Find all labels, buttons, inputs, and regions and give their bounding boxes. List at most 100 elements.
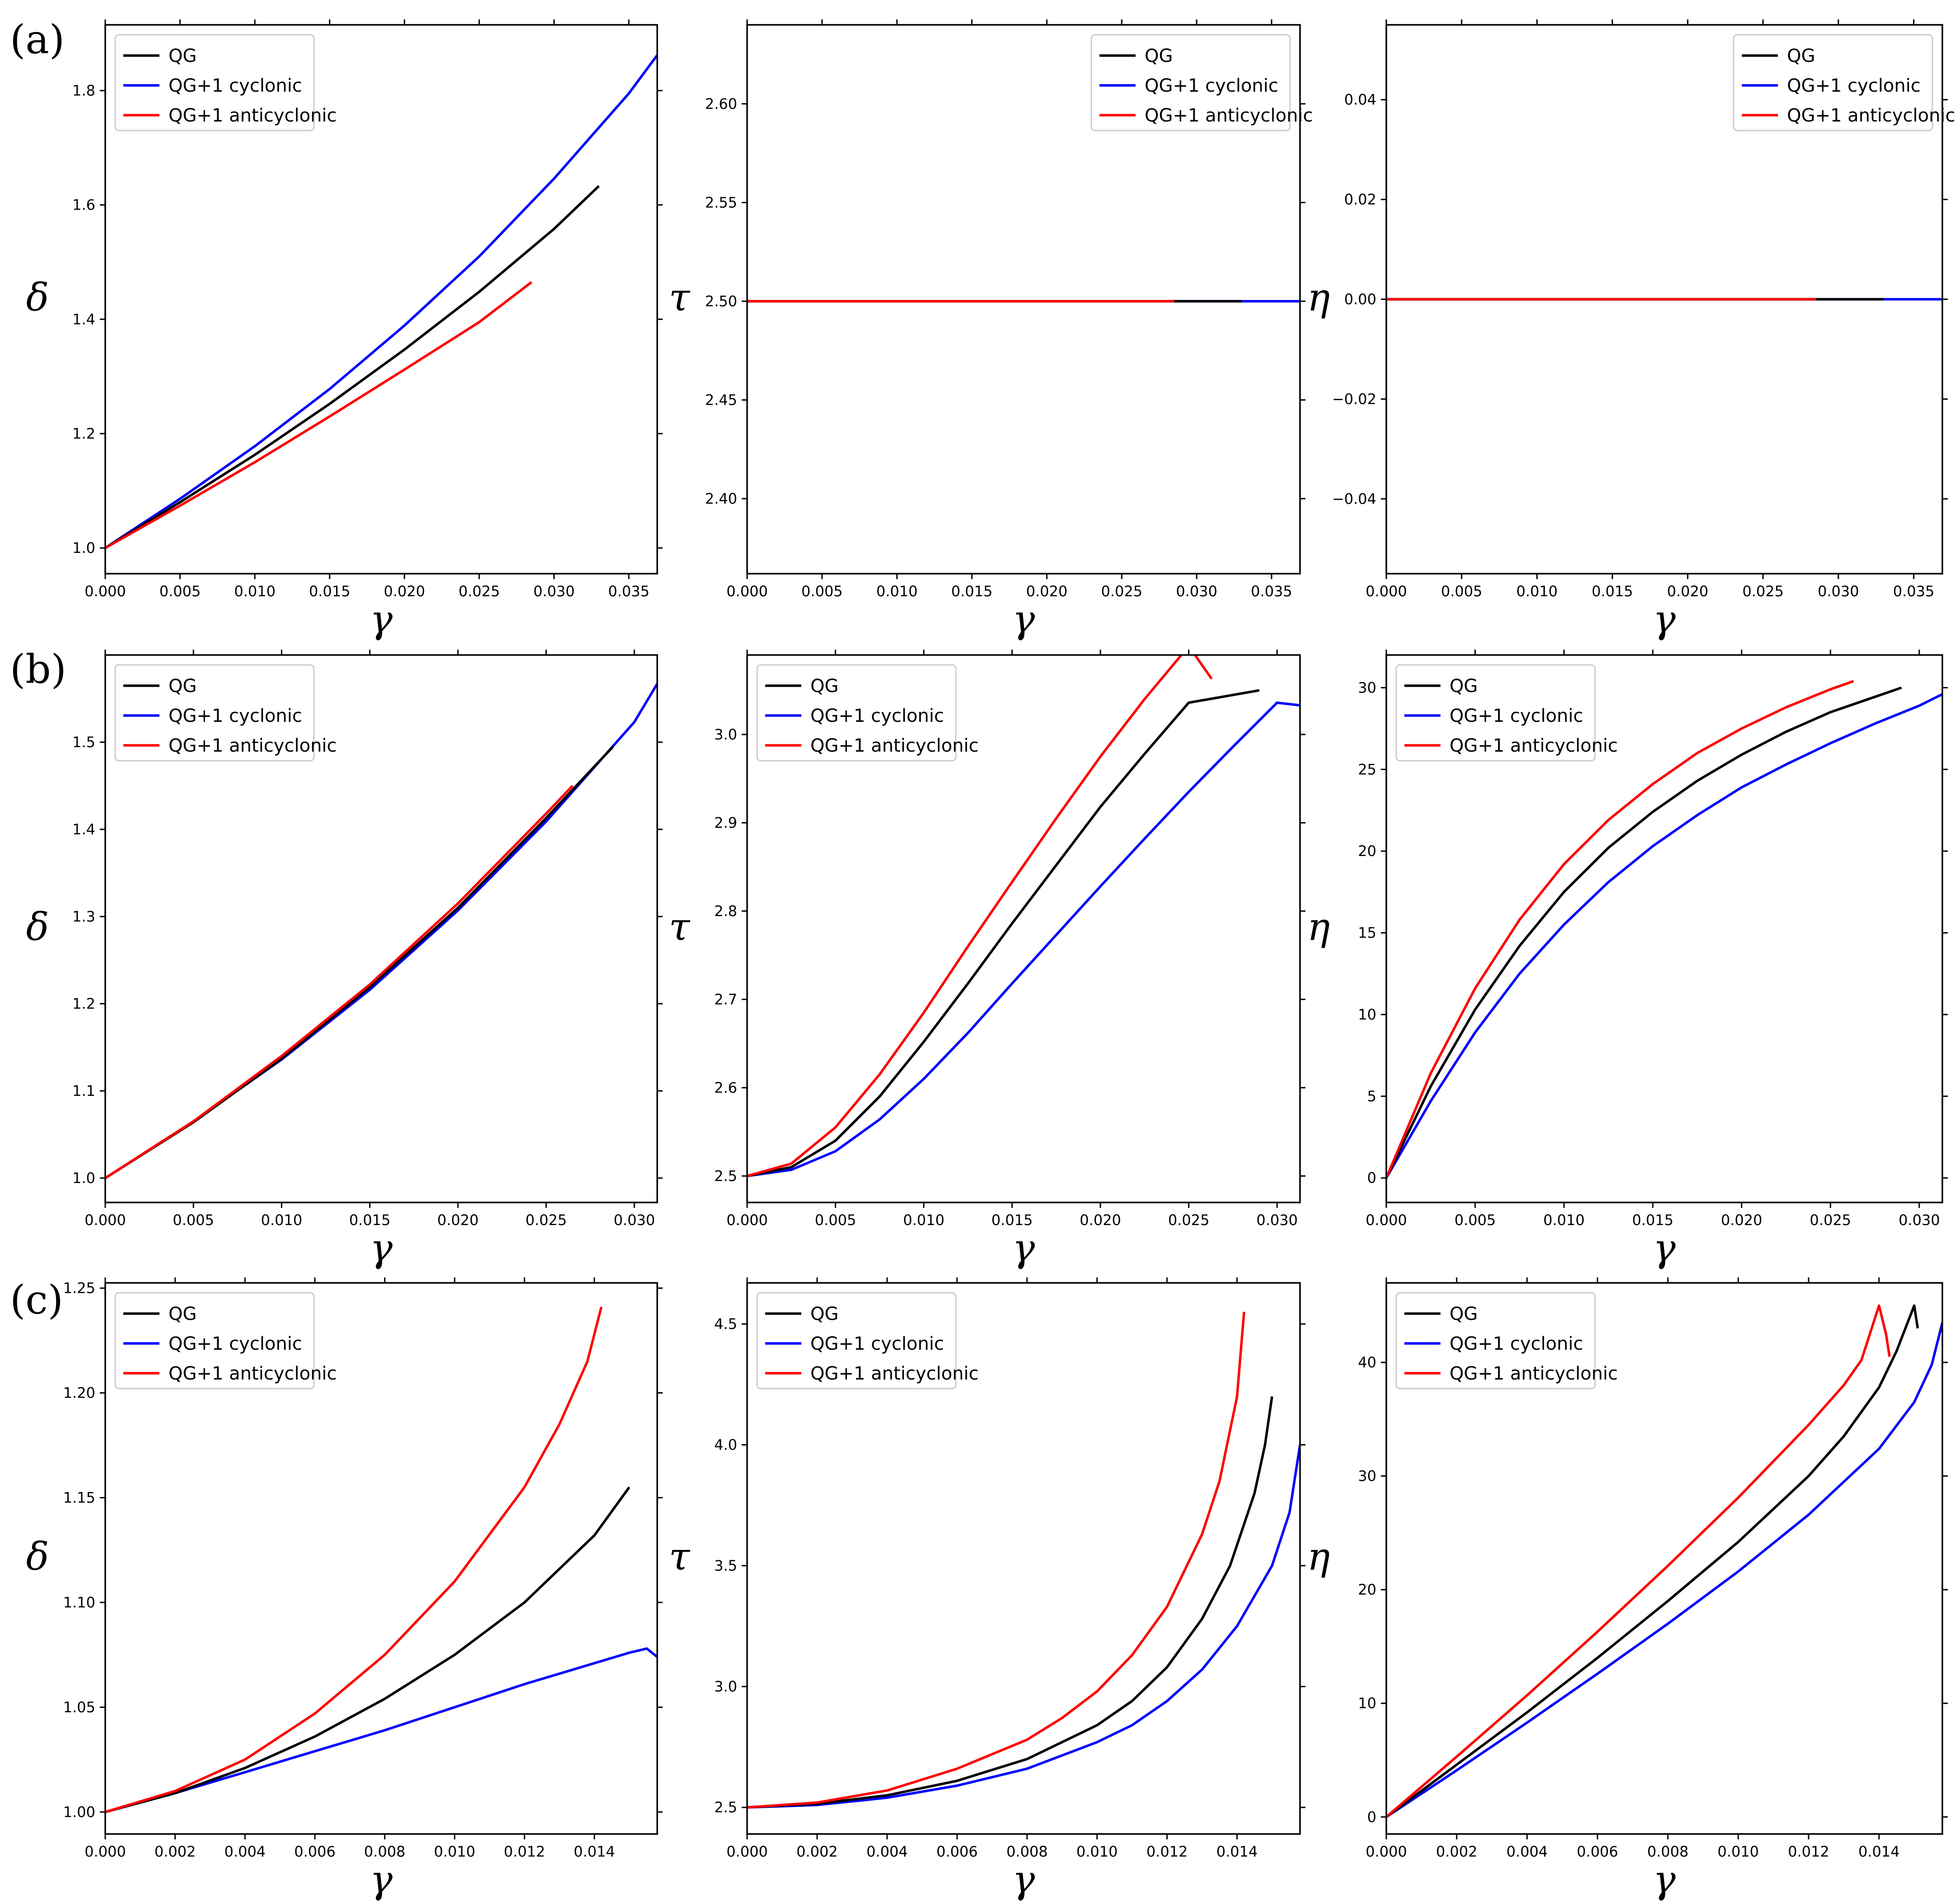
x-tick-label: 0.000 (84, 583, 126, 600)
x-tick-label: 0.004 (224, 1843, 266, 1860)
x-tick-label: 0.010 (1076, 1843, 1118, 1860)
y-tick-label: 2.5 (714, 1799, 737, 1816)
legend-box (114, 1292, 315, 1389)
x-tick-label: 0.035 (1893, 583, 1935, 600)
x-tick-label: 0.002 (154, 1843, 196, 1860)
series-line-qg-1-anticyclonic (105, 785, 574, 1179)
y-tick-label: 1.10 (63, 1594, 95, 1611)
y-tick-label: 2.50 (705, 293, 737, 310)
x-tick-label: 0.035 (1251, 583, 1292, 600)
axes-frame (104, 654, 658, 1203)
x-tick-label: 0.002 (1436, 1843, 1478, 1860)
y-tick-label: 15 (1358, 924, 1376, 941)
x-tick-label: 0.010 (876, 583, 918, 600)
x-axis-label: γ (370, 597, 393, 641)
y-axis-label: τ (669, 1534, 691, 1579)
x-tick-label: 0.020 (1721, 1212, 1763, 1229)
y-tick-label: 1.0 (72, 1170, 95, 1187)
y-tick-label: 1.00 (63, 1803, 95, 1820)
axes-frame (1385, 1282, 1943, 1835)
y-tick-label: 1.6 (72, 196, 95, 214)
legend-label: QG+1 anticyclonic (810, 735, 979, 756)
series-line-qg (1386, 1304, 1919, 1818)
y-axis-label: η (1307, 1534, 1330, 1579)
x-tick-label: 0.010 (434, 1843, 476, 1860)
legend-label: QG (1450, 676, 1478, 697)
x-tick-label: 0.005 (173, 1212, 214, 1229)
y-tick-label: 2.9 (714, 814, 737, 831)
y-tick-label: 1.4 (72, 821, 95, 838)
y-tick-label: −0.04 (1332, 490, 1376, 507)
y-tick-label: 1.3 (72, 908, 95, 925)
x-tick-label: 0.008 (364, 1843, 406, 1860)
panel-0: 0.000 0.005 0.010 0.015 0.020 0.025 0.030 0.035… (26, 19, 663, 641)
x-tick-label: 0.006 (936, 1843, 978, 1860)
y-tick-label: 2.45 (705, 391, 737, 408)
legend-label: QG (168, 46, 196, 66)
x-tick-label: 0.005 (1441, 583, 1483, 600)
y-tick-label: 0 (1367, 1170, 1376, 1187)
legend-label: QG+1 anticyclonic (1787, 105, 1955, 126)
series-line-qg-1-cyclonic (747, 701, 1300, 1178)
y-tick-label: 30 (1358, 1468, 1376, 1485)
y-tick-label: 1.05 (63, 1698, 95, 1716)
y-tick-label: 40 (1358, 1354, 1376, 1371)
panel-2: 0.000 0.005 0.010 0.015 0.020 0.025 0.030 0.035… (1307, 19, 1955, 641)
y-tick-label: 1.0 (72, 539, 95, 557)
panels: 0.000 0.005 0.010 0.015 0.020 0.025 0.030 0.035… (26, 19, 1955, 1902)
legend-box (1733, 34, 1933, 131)
series-line-qg-1-anticyclonic (1386, 680, 1854, 1179)
axes-frame (104, 24, 658, 575)
legend-box (756, 1292, 957, 1389)
series-line-qg (747, 689, 1260, 1178)
x-tick-label: 0.000 (1366, 583, 1407, 600)
x-tick-label: 0.000 (726, 1212, 768, 1229)
x-tick-label: 0.025 (458, 583, 500, 600)
panel-8: 0.000 0.002 0.004 0.006 0.008 0.010 0.012 0.014… (1307, 1277, 1948, 1902)
series-line-qg (105, 1486, 631, 1813)
y-tick-label: 1.2 (72, 425, 95, 442)
y-tick-label: 1.4 (72, 311, 95, 328)
y-tick-label: −0.02 (1332, 390, 1376, 407)
y-tick-label: 1.5 (72, 734, 95, 751)
series-line-qg-1-anticyclonic (747, 1311, 1245, 1809)
x-tick-label: 0.020 (384, 583, 426, 600)
x-tick-label: 0.008 (1647, 1843, 1688, 1860)
y-tick-label: 20 (1358, 1581, 1376, 1598)
y-axis-label: η (1307, 276, 1330, 320)
x-tick-label: 0.012 (1146, 1843, 1188, 1860)
legend: QG QG+1 cyclonic QG+1 anticyclonic (1395, 664, 1618, 762)
x-tick-label: 0.015 (309, 583, 351, 600)
series-line-qg (105, 745, 614, 1179)
x-tick-label: 0.002 (796, 1843, 838, 1860)
x-tick-label: 0.005 (801, 583, 843, 600)
series-line-qg-1-cyclonic (105, 1647, 657, 1813)
panel-7: 0.000 0.002 0.004 0.006 0.008 0.010 0.012 0.014… (669, 1277, 1305, 1902)
x-tick-label: 0.030 (1818, 583, 1859, 600)
y-tick-label: 0.02 (1344, 191, 1376, 208)
row-label-b: (b) (10, 646, 66, 692)
x-tick-label: 0.010 (1717, 1843, 1759, 1860)
legend-label: QG+1 cyclonic (1787, 75, 1921, 96)
x-tick-label: 0.025 (1742, 583, 1784, 600)
x-axis-label: γ (370, 1226, 393, 1270)
y-tick-label: 0.04 (1344, 91, 1376, 108)
y-axis-label: δ (26, 276, 49, 320)
legend-label: QG+1 cyclonic (1450, 706, 1583, 726)
x-tick-label: 0.005 (815, 1212, 856, 1229)
x-tick-label: 0.012 (504, 1843, 545, 1860)
y-tick-label: 0.00 (1344, 291, 1376, 308)
x-axis-label: γ (370, 1857, 393, 1902)
y-tick-label: 1.15 (63, 1489, 95, 1506)
axes-frame (1385, 24, 1943, 575)
panel-4: 0.000 0.005 0.010 0.015 0.020 0.025 0.030 2.5 2.… (669, 650, 1305, 1270)
y-tick-label: 2.40 (705, 490, 737, 507)
x-tick-label: 0.005 (1455, 1212, 1496, 1229)
legend: QG QG+1 cyclonic QG+1 anticyclonic (114, 1292, 337, 1389)
y-tick-label: 1.2 (72, 995, 95, 1012)
x-tick-label: 0.010 (1516, 583, 1558, 600)
x-tick-label: 0.006 (294, 1843, 336, 1860)
y-tick-label: 30 (1358, 679, 1376, 696)
y-axis-label: δ (26, 1534, 49, 1579)
